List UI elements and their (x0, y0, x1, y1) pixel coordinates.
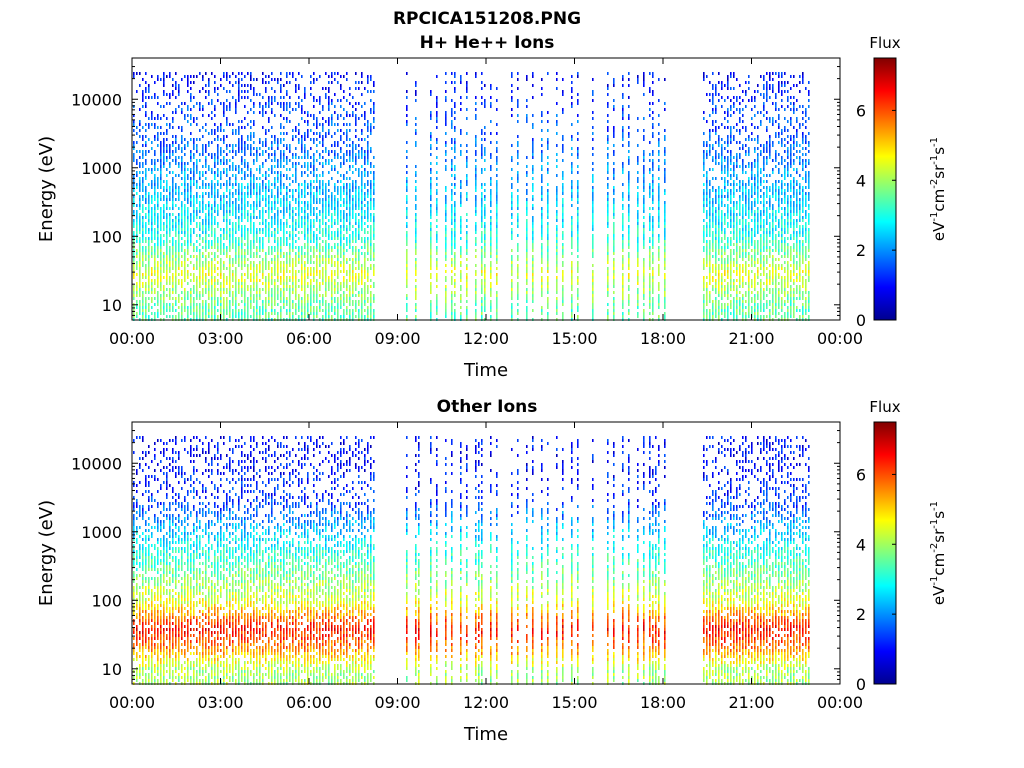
colorbar-tick-label: 2 (856, 241, 866, 260)
spectrogram-area (133, 436, 810, 685)
colorbar-scale (873, 421, 897, 685)
x-axis-label: Time (463, 360, 508, 381)
x-tick-label: 09:00 (374, 329, 420, 348)
colorbar-tick-label: 0 (856, 311, 866, 330)
x-tick-label: 00:00 (109, 329, 155, 348)
figure-title: RPCICA151208.PNG (393, 9, 581, 29)
panel-h-he-ions: H+ He++ Ions 00:00 03:00 06:00 09:00 12:00 15… (36, 33, 948, 381)
panel-title: H+ He++ Ions (420, 33, 555, 53)
x-tick-label: 00:00 (109, 693, 155, 712)
x-tick-label: 00:00 (817, 329, 863, 348)
colorbar-tick-label: 4 (856, 535, 866, 554)
x-axis-label: Time (463, 724, 508, 745)
x-tick-label: 06:00 (286, 329, 332, 348)
x-tick-label: 12:00 (463, 329, 509, 348)
y-tick-label: 10 (102, 296, 122, 315)
colorbar-tick-label: 6 (856, 465, 866, 484)
spectrogram-area (133, 72, 810, 321)
colorbar-title: Flux (869, 34, 900, 52)
colorbar-scale (873, 57, 897, 321)
colorbar-label: eV-1cm-2sr-1s-1 (929, 137, 948, 241)
x-tick-label: 00:00 (817, 693, 863, 712)
x-tick-label: 06:00 (286, 693, 332, 712)
x-tick-label: 21:00 (728, 329, 774, 348)
y-tick-label: 1000 (81, 523, 122, 542)
axes: 00:00 03:00 06:00 09:00 12:00 15:00 18:00 21:00… (71, 421, 863, 712)
colorbar: Flux 0 2 4 6 eV-1cm-2sr-1s-1 (856, 398, 948, 694)
colorbar-tick-label: 4 (856, 171, 866, 190)
panel-other-ions: Other Ions 00:00 03:00 06:00 09:00 12:00 15:0… (36, 397, 948, 745)
panel-title: Other Ions (437, 397, 538, 417)
y-tick-label: 10 (102, 660, 122, 679)
y-tick-label: 10000 (71, 454, 122, 473)
x-tick-label: 03:00 (197, 693, 243, 712)
y-tick-label: 1000 (81, 159, 122, 178)
x-tick-label: 15:00 (551, 329, 597, 348)
x-tick-label: 18:00 (640, 329, 686, 348)
colorbar-ticks: 0 2 4 6 (856, 465, 896, 694)
x-tick-label: 03:00 (197, 329, 243, 348)
colorbar-ticks: 0 2 4 6 (856, 101, 896, 330)
x-tick-label: 18:00 (640, 693, 686, 712)
colorbar-label: eV-1cm-2sr-1s-1 (929, 501, 948, 605)
colorbar: Flux 0 2 4 6 eV-1cm-2sr-1s-1 (856, 34, 948, 330)
y-axis-label: Energy (eV) (36, 500, 57, 606)
x-tick-label: 21:00 (728, 693, 774, 712)
x-tick-label: 12:00 (463, 693, 509, 712)
axes: 00:00 03:00 06:00 09:00 12:00 15:00 18:00 21:00… (71, 57, 863, 348)
x-tick-label: 09:00 (374, 693, 420, 712)
colorbar-tick-label: 6 (856, 101, 866, 120)
y-tick-label: 100 (91, 591, 122, 610)
y-tick-label: 100 (91, 227, 122, 246)
y-tick-label: 10000 (71, 90, 122, 109)
x-tick-label: 15:00 (551, 693, 597, 712)
colorbar-tick-label: 0 (856, 675, 866, 694)
colorbar-tick-label: 2 (856, 605, 866, 624)
colorbar-title: Flux (869, 398, 900, 416)
y-axis-label: Energy (eV) (36, 136, 57, 242)
